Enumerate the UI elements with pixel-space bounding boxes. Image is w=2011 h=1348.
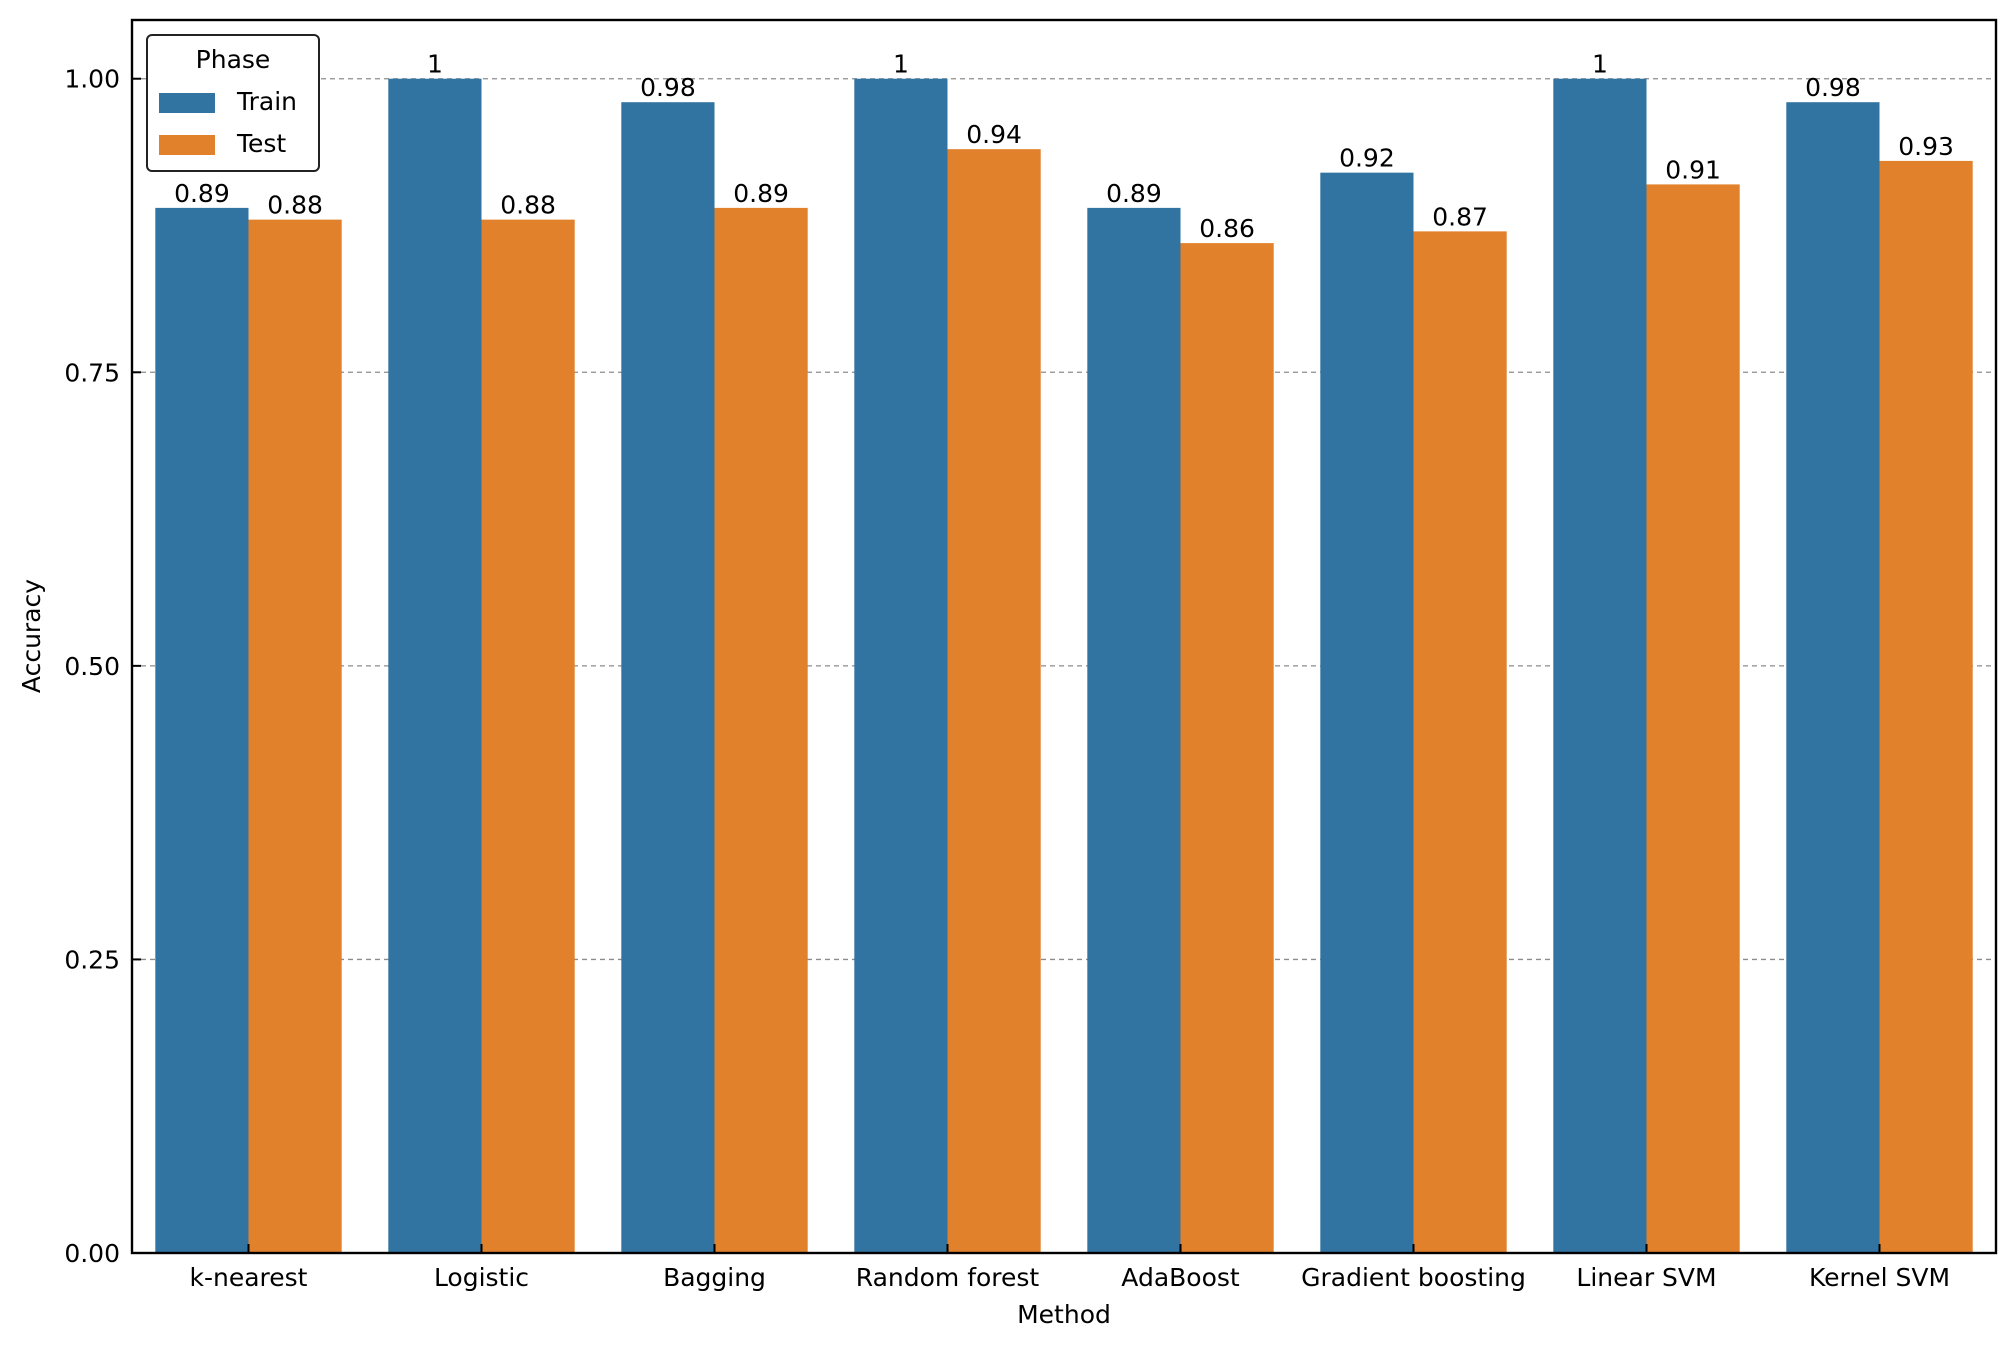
y-tick-label: 1.00 bbox=[64, 65, 120, 94]
x-axis: k-nearest Logistic Bagging Random forest Ada… bbox=[190, 1244, 1950, 1292]
bar-train bbox=[1320, 172, 1414, 1254]
bar-value-label: 0.98 bbox=[640, 73, 696, 102]
bar-test bbox=[248, 219, 342, 1254]
bar-value-label: 0.86 bbox=[1199, 214, 1255, 243]
bar-test bbox=[481, 219, 575, 1254]
x-axis-label: Method bbox=[1017, 1300, 1111, 1329]
y-tick-label: 0.50 bbox=[64, 652, 120, 681]
y-tick-label: 0.00 bbox=[64, 1239, 120, 1268]
bar-train bbox=[388, 78, 482, 1254]
bar-test bbox=[1646, 184, 1740, 1253]
y-axis-label: Accuracy bbox=[17, 579, 46, 693]
bar-value-label: 0.94 bbox=[966, 120, 1022, 149]
bar-labels: 0.89 0.88 1 0.88 0.98 0.89 1 0.94 0.89 0.86 0.92 0.… bbox=[174, 50, 1954, 243]
bar-value-label: 0.87 bbox=[1432, 202, 1488, 231]
legend-swatch-test bbox=[159, 135, 215, 155]
x-tick-label: Kernel SVM bbox=[1809, 1263, 1950, 1292]
bar-test bbox=[1879, 160, 1973, 1253]
x-tick-label: Bagging bbox=[663, 1263, 766, 1292]
x-tick-label: k-nearest bbox=[190, 1263, 308, 1292]
bar-train bbox=[1087, 207, 1181, 1253]
x-tick-label: AdaBoost bbox=[1121, 1263, 1240, 1292]
x-tick-label: Random forest bbox=[856, 1263, 1040, 1292]
bar-value-label: 1 bbox=[1592, 50, 1608, 79]
bar-value-label: 0.89 bbox=[174, 179, 230, 208]
x-tick-label: Linear SVM bbox=[1576, 1263, 1716, 1292]
bar-value-label: 0.98 bbox=[1805, 73, 1861, 102]
bar-value-label: 0.89 bbox=[733, 179, 789, 208]
plot-frame bbox=[130, 18, 1998, 1255]
x-tick-label: Gradient boosting bbox=[1301, 1263, 1526, 1292]
legend-swatch-train bbox=[159, 93, 215, 113]
bar-value-label: 0.92 bbox=[1339, 144, 1395, 173]
bar-value-label: 1 bbox=[427, 50, 443, 79]
bar-test bbox=[1180, 243, 1274, 1254]
bar-value-label: 0.88 bbox=[500, 191, 556, 220]
bar-train bbox=[854, 78, 948, 1254]
bars bbox=[155, 78, 1973, 1254]
bar-value-label: 0.88 bbox=[267, 191, 323, 220]
y-tick-label: 0.75 bbox=[64, 358, 120, 387]
bar-train bbox=[1786, 102, 1880, 1254]
bar-value-label: 0.89 bbox=[1106, 179, 1162, 208]
bar-value-label: 0.91 bbox=[1665, 155, 1721, 184]
bar-test bbox=[947, 149, 1041, 1254]
x-tick-label: Logistic bbox=[434, 1263, 529, 1292]
bar-train bbox=[621, 102, 715, 1254]
y-axis: 0.00 0.25 0.50 0.75 1.00 bbox=[64, 65, 141, 1268]
bar-test bbox=[714, 207, 808, 1253]
bar-train bbox=[1553, 78, 1647, 1254]
legend-label-test: Test bbox=[236, 129, 286, 158]
legend-label-train: Train bbox=[236, 87, 297, 116]
legend: Phase Train Test bbox=[146, 34, 320, 172]
y-tick-label: 0.25 bbox=[64, 945, 120, 974]
legend-title: Phase bbox=[196, 45, 271, 74]
bar-test bbox=[1413, 231, 1507, 1253]
bar-train bbox=[155, 207, 249, 1253]
bar-value-label: 0.93 bbox=[1898, 132, 1954, 161]
bar-value-label: 1 bbox=[893, 50, 909, 79]
